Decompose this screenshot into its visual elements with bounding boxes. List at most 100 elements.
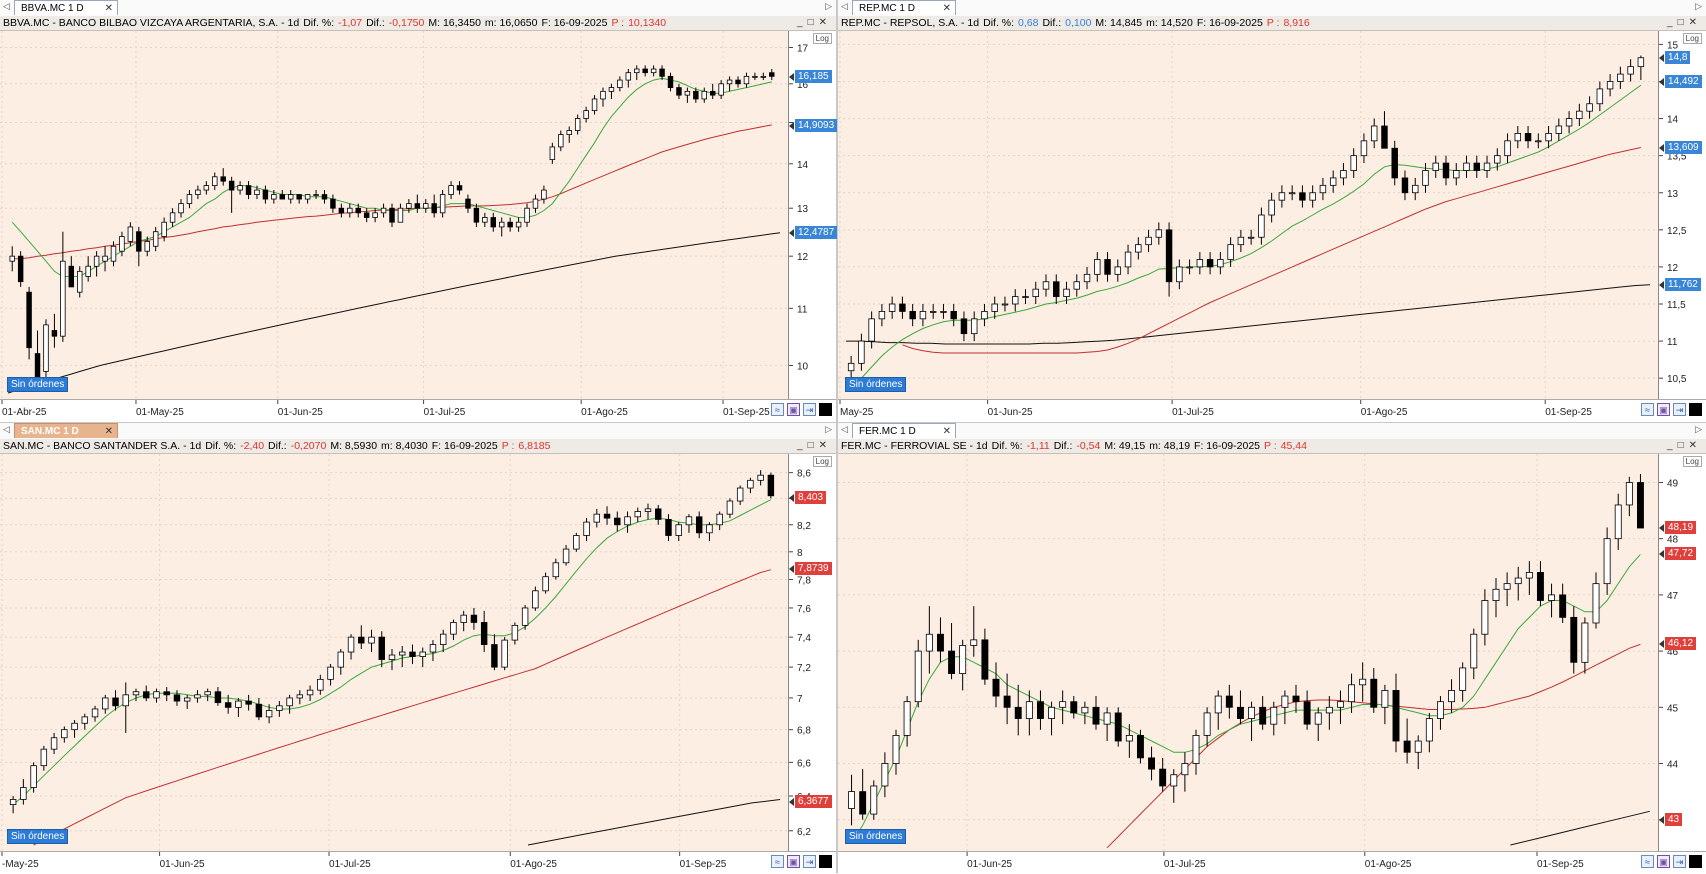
candle bbox=[757, 470, 764, 486]
price-pointer-icon bbox=[1659, 280, 1664, 289]
price-scale[interactable]: 1514,51413,51312,51211,51110,5Log14,814,… bbox=[1658, 31, 1706, 399]
no-orders-badge[interactable]: Sin órdenes bbox=[7, 377, 69, 392]
save-icon[interactable]: ▣ bbox=[787, 855, 800, 868]
maximize-icon[interactable]: □ bbox=[1677, 17, 1689, 28]
price-plot[interactable]: Sin órdenes bbox=[0, 454, 788, 851]
candle-body bbox=[1145, 236, 1152, 246]
date-axis[interactable]: 01-Abr-25 01-May-25 01-Jun-25 01-Jul-25 01-A… bbox=[0, 399, 836, 422]
date-axis[interactable]: 01-Jun-25 01-Jul-25 01-Ago-25 01-Sep-25 ≈ ▣ ⇥ bbox=[838, 851, 1706, 874]
chart-pane-fer[interactable]: ◁ FER.MC 1 D ✕ ▷ FER.MC - FERROVIAL SE - 1d D… bbox=[838, 423, 1706, 874]
max-value: M: 49,15 bbox=[1104, 440, 1146, 452]
no-orders-badge[interactable]: Sin órdenes bbox=[845, 377, 907, 392]
indicator-icon[interactable]: ≈ bbox=[1641, 403, 1654, 416]
export-icon[interactable]: ⇥ bbox=[803, 855, 816, 868]
moving-average-slow bbox=[7, 232, 781, 394]
tab-bbva[interactable]: BBVA.MC 1 D ✕ bbox=[14, 0, 118, 15]
tab-scroll-right-icon[interactable]: ▷ bbox=[1695, 424, 1702, 434]
minimize-icon[interactable]: _ bbox=[1667, 17, 1678, 28]
price-plot[interactable]: Sin órdenes bbox=[838, 454, 1658, 851]
no-orders-badge[interactable]: Sin órdenes bbox=[7, 829, 69, 844]
log-toggle[interactable]: Log bbox=[812, 456, 832, 467]
tab-scroll-left-icon[interactable]: ◁ bbox=[841, 1, 848, 11]
tab-rep[interactable]: REP.MC 1 D ✕ bbox=[852, 0, 956, 15]
candle bbox=[81, 713, 89, 730]
chart-pane-bbva[interactable]: ◁ BBVA.MC 1 D ✕ ▷ BBVA.MC - BANCO BILBAO VIZ… bbox=[0, 0, 838, 422]
candle-body bbox=[1570, 616, 1578, 663]
tab-close-icon[interactable]: ✕ bbox=[942, 426, 951, 437]
tab-scroll-right-icon[interactable]: ▷ bbox=[825, 1, 832, 11]
candle bbox=[1370, 667, 1378, 713]
price-plot[interactable]: Sin órdenes bbox=[838, 31, 1658, 399]
candle-body bbox=[1494, 155, 1501, 164]
color-swatch-icon[interactable] bbox=[819, 855, 832, 868]
chart-pane-rep[interactable]: ◁ REP.MC 1 D ✕ ▷ REP.MC - REPSOL, S.A. - 1d D… bbox=[838, 0, 1706, 422]
date-axis[interactable]: -May-25 01-Jun-25 01-Jul-25 01-Ago-25 01-Sep… bbox=[0, 851, 836, 874]
chart-pane-san[interactable]: ◁ SAN.MC 1 D ✕ ▷ SAN.MC - BANCO SANTANDER S.… bbox=[0, 423, 836, 874]
export-icon[interactable]: ⇥ bbox=[1673, 855, 1686, 868]
tab-scroll-right-icon[interactable]: ▷ bbox=[825, 424, 832, 434]
candle-body bbox=[327, 666, 334, 680]
save-icon[interactable]: ▣ bbox=[1657, 403, 1670, 416]
tab-close-icon[interactable]: ✕ bbox=[104, 426, 113, 437]
indicator-icon[interactable]: ≈ bbox=[771, 855, 784, 868]
candle bbox=[600, 87, 606, 107]
save-icon[interactable]: ▣ bbox=[787, 403, 800, 416]
vertical-splitter[interactable] bbox=[836, 0, 838, 873]
candle bbox=[1581, 617, 1589, 674]
export-icon[interactable]: ⇥ bbox=[803, 403, 816, 416]
maximize-icon[interactable]: □ bbox=[1677, 440, 1689, 451]
candle bbox=[152, 226, 159, 252]
minimize-icon[interactable]: _ bbox=[797, 440, 808, 451]
candle-body bbox=[743, 75, 750, 85]
tab-scroll-left-icon[interactable]: ◁ bbox=[3, 424, 10, 434]
tab-san[interactable]: SAN.MC 1 D ✕ bbox=[14, 423, 118, 438]
log-toggle[interactable]: Log bbox=[1682, 33, 1702, 44]
color-swatch-icon[interactable] bbox=[1689, 855, 1702, 868]
scale-tick-label: 46 bbox=[1667, 647, 1679, 658]
price-plot[interactable]: Sin órdenes bbox=[0, 31, 788, 399]
close-pane-icon[interactable]: ✕ bbox=[818, 17, 832, 28]
candle-body bbox=[296, 194, 302, 200]
indicator-icon[interactable]: ≈ bbox=[1641, 855, 1654, 868]
close-pane-icon[interactable]: ✕ bbox=[818, 440, 832, 451]
candle bbox=[718, 80, 724, 99]
color-swatch-icon[interactable] bbox=[1689, 403, 1702, 416]
candle bbox=[1565, 111, 1573, 134]
tab-scroll-left-icon[interactable]: ◁ bbox=[3, 1, 10, 11]
tab-close-icon[interactable]: ✕ bbox=[942, 3, 951, 14]
tab-scroll-left-icon[interactable]: ◁ bbox=[841, 424, 848, 434]
indicator-icon[interactable]: ≈ bbox=[771, 403, 784, 416]
scale-tick-label: 7,6 bbox=[797, 604, 811, 615]
candle bbox=[929, 304, 937, 319]
price-pointer-icon bbox=[789, 494, 794, 503]
save-icon[interactable]: ▣ bbox=[1657, 855, 1670, 868]
export-icon[interactable]: ⇥ bbox=[1673, 403, 1686, 416]
candle-body bbox=[1576, 110, 1583, 119]
candle-body bbox=[1483, 162, 1491, 171]
maximize-icon[interactable]: □ bbox=[807, 440, 819, 451]
candle bbox=[1350, 148, 1357, 178]
log-toggle[interactable]: Log bbox=[1682, 456, 1702, 467]
candle-body bbox=[43, 324, 49, 372]
candle bbox=[1014, 684, 1022, 736]
tab-fer[interactable]: FER.MC 1 D ✕ bbox=[852, 423, 956, 438]
maximize-icon[interactable]: □ bbox=[807, 17, 819, 28]
horizontal-splitter[interactable] bbox=[0, 421, 1706, 423]
tab-scroll-right-icon[interactable]: ▷ bbox=[1695, 1, 1702, 11]
minimize-icon[interactable]: _ bbox=[797, 17, 808, 28]
color-swatch-icon[interactable] bbox=[819, 403, 832, 416]
candle bbox=[501, 637, 508, 671]
candle bbox=[1081, 701, 1089, 725]
close-pane-icon[interactable]: ✕ bbox=[1688, 17, 1702, 28]
no-orders-badge[interactable]: Sin órdenes bbox=[845, 829, 907, 844]
log-toggle[interactable]: Log bbox=[812, 33, 832, 44]
date-axis[interactable]: May-25 01-Jun-25 01-Jul-25 01-Ago-25 01-Sep-… bbox=[838, 399, 1706, 422]
tab-close-icon[interactable]: ✕ bbox=[104, 3, 113, 14]
candle bbox=[1453, 163, 1460, 186]
price-scale[interactable]: 8,68,48,287,87,67,47,276,86,66,46,2Log8,… bbox=[788, 454, 836, 851]
close-pane-icon[interactable]: ✕ bbox=[1688, 440, 1702, 451]
candle-body bbox=[60, 260, 66, 337]
minimize-icon[interactable]: _ bbox=[1667, 440, 1678, 451]
